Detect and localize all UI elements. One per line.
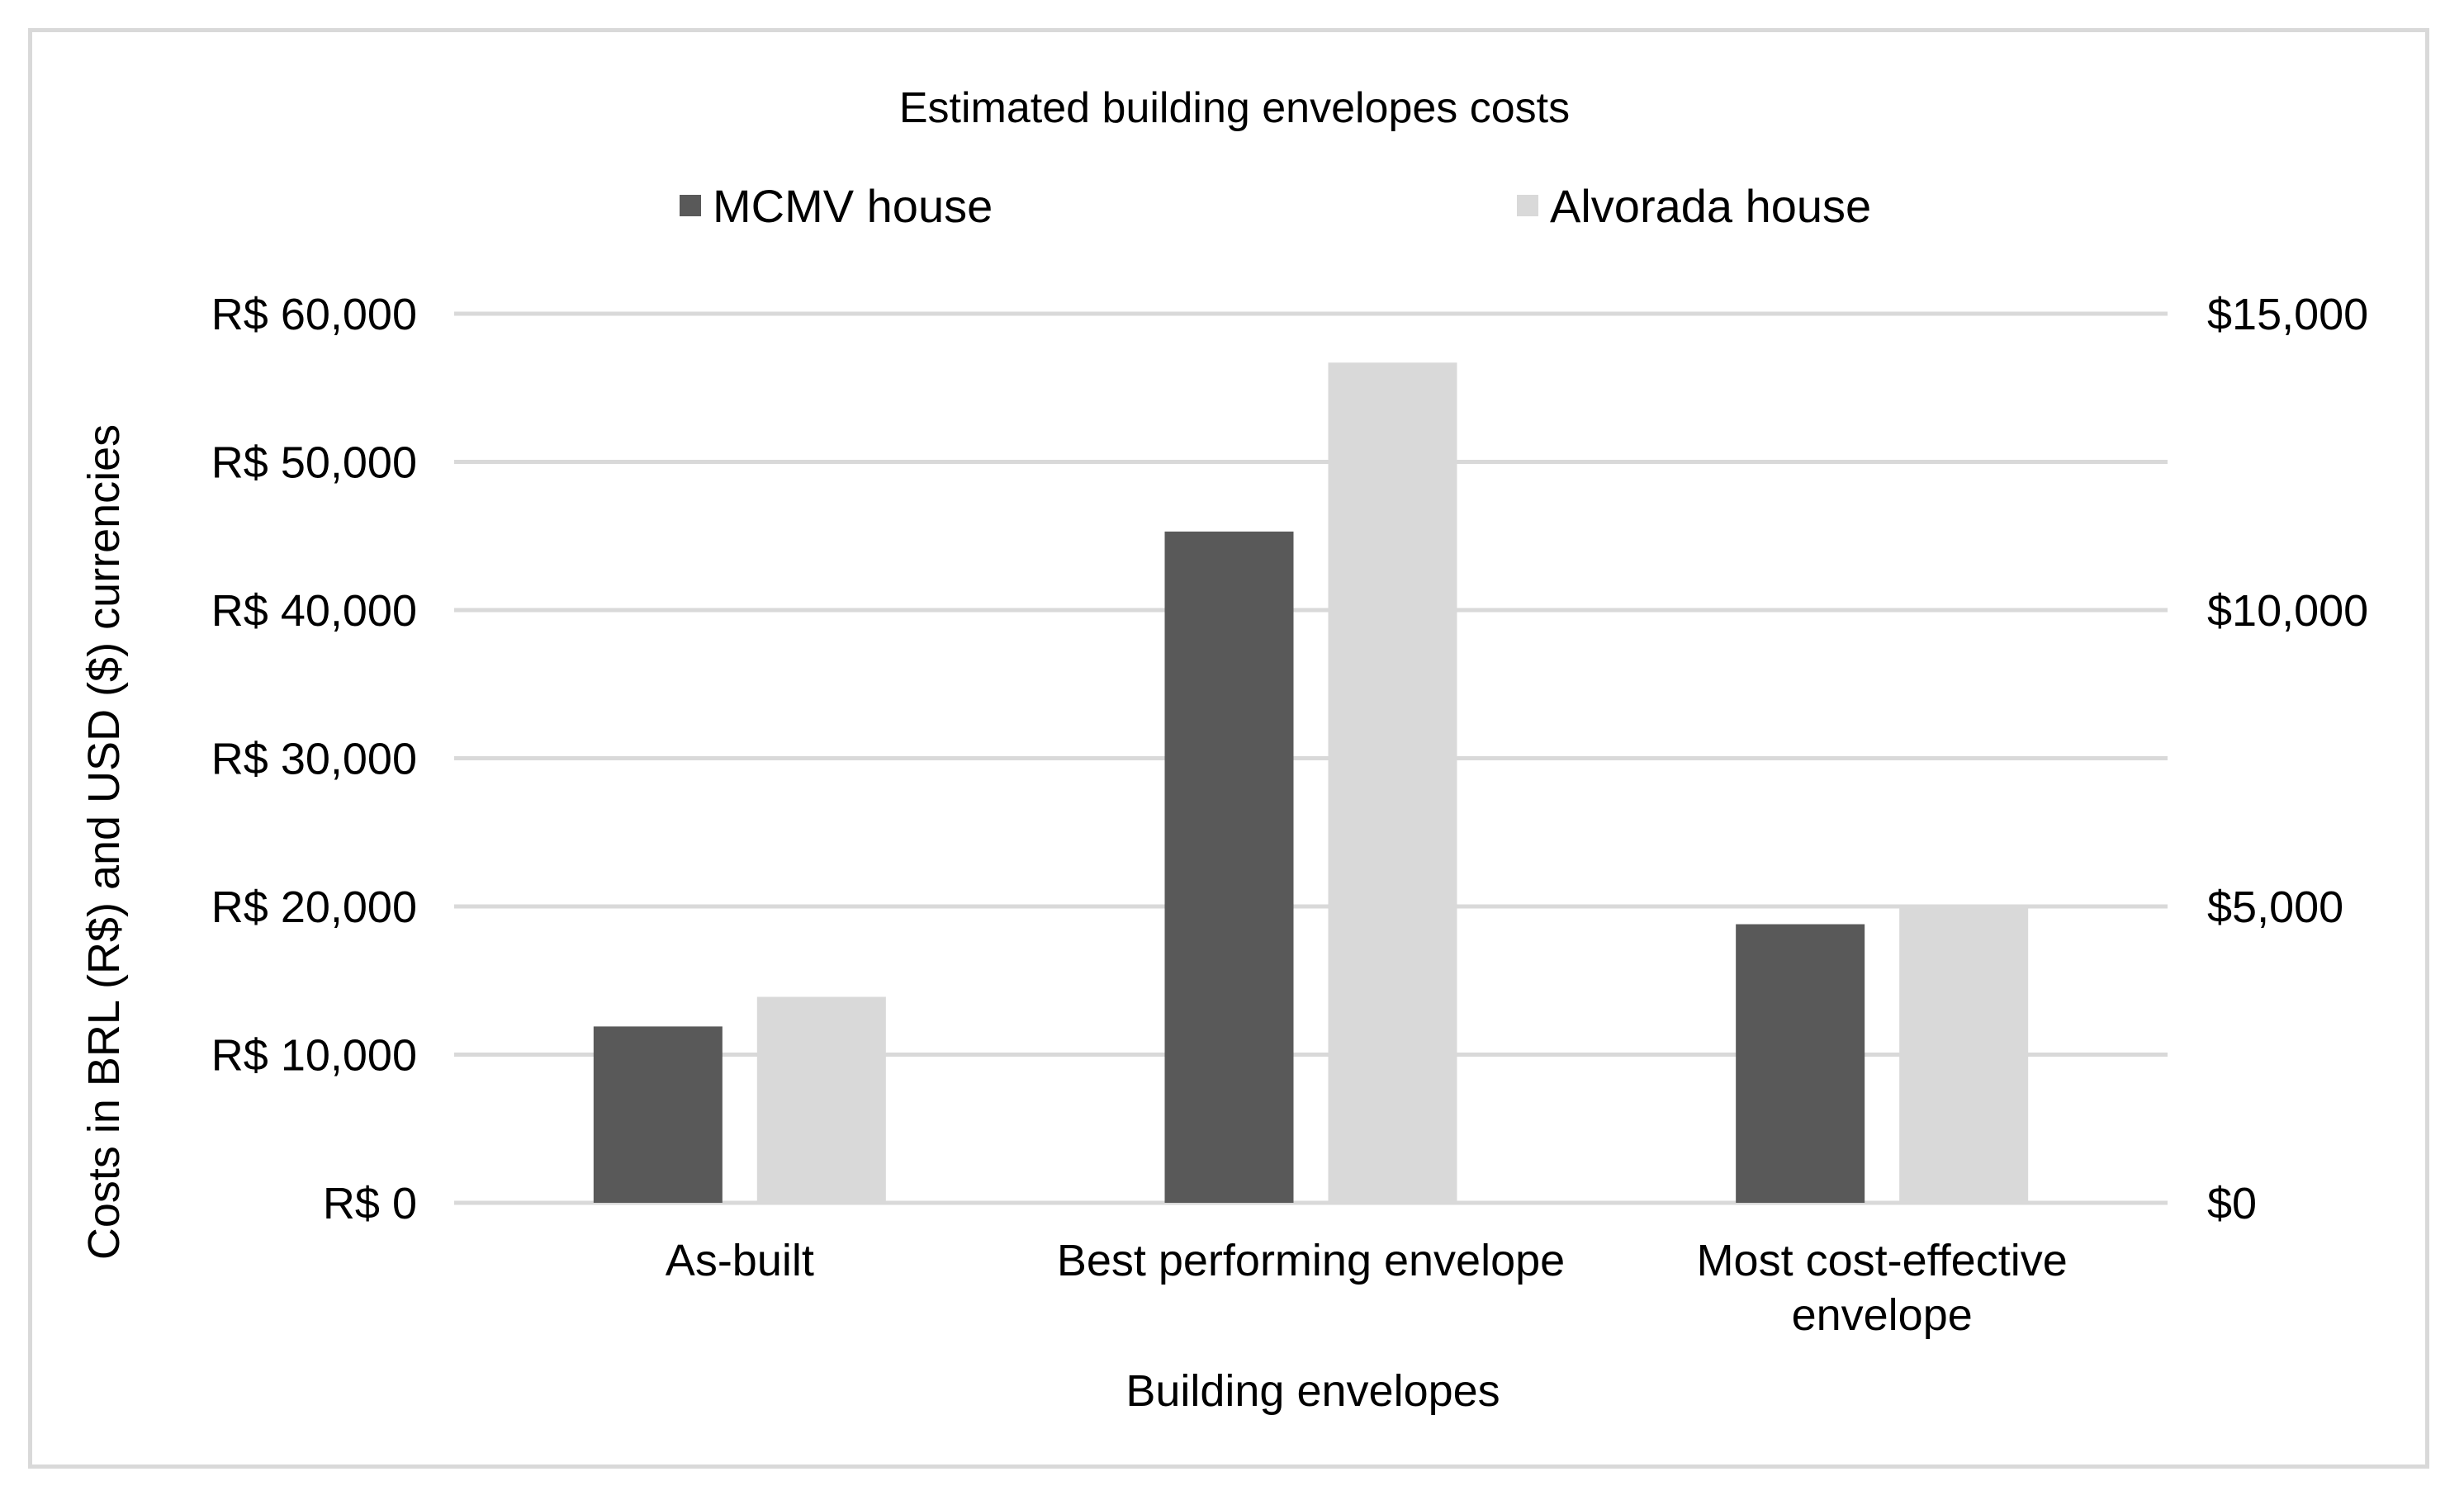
chart-title: Estimated building envelopes costs bbox=[899, 84, 1570, 132]
y-tick-label: R$ 0 bbox=[323, 1179, 417, 1228]
x-axis-categories: As-built Best performing envelope Most cos… bbox=[666, 1236, 2068, 1340]
chart-frame bbox=[28, 28, 2429, 1469]
y-tick-label: R$ 50,000 bbox=[211, 438, 417, 488]
y-axis-label: Costs in BRL (R$) and USD ($) currencies bbox=[79, 424, 129, 1260]
bar-mcmv bbox=[1736, 924, 1865, 1203]
legend-label: MCMV house bbox=[713, 180, 993, 232]
y-tick-label: R$ 30,000 bbox=[211, 735, 417, 784]
x-category-label: Best performing envelope bbox=[1057, 1236, 1565, 1285]
secondary-y-axis-ticks: $0 $5,000 $10,000 $15,000 bbox=[2207, 290, 2368, 1228]
y-tick-label: R$ 10,000 bbox=[211, 1031, 417, 1081]
bar-alvorada bbox=[1328, 362, 1457, 1203]
bars bbox=[593, 362, 2029, 1203]
x-category-label: Most cost-effective envelope bbox=[1697, 1236, 2068, 1340]
y2-tick-label: $5,000 bbox=[2207, 882, 2343, 932]
legend-label: Alvorada house bbox=[1550, 180, 1871, 232]
legend: MCMV house Alvorada house bbox=[680, 180, 1871, 232]
y2-tick-label: $0 bbox=[2207, 1179, 2257, 1228]
bar-alvorada bbox=[1899, 906, 2029, 1203]
gridlines bbox=[454, 311, 2168, 1205]
y-tick-label: R$ 60,000 bbox=[211, 290, 417, 339]
bar-mcmv bbox=[1164, 531, 1294, 1203]
legend-swatch bbox=[680, 195, 701, 216]
y-axis-ticks: R$ 0 R$ 10,000 R$ 20,000 R$ 30,000 R$ 40,000… bbox=[211, 290, 417, 1228]
bar-alvorada bbox=[756, 996, 886, 1203]
x-category-label: As-built bbox=[666, 1236, 814, 1285]
y-tick-label: R$ 40,000 bbox=[211, 586, 417, 636]
y-tick-label: R$ 20,000 bbox=[211, 882, 417, 932]
bar-mcmv bbox=[593, 1026, 723, 1203]
x-axis-label: Building envelopes bbox=[1125, 1366, 1500, 1416]
legend-swatch bbox=[1517, 195, 1538, 216]
y2-tick-label: $10,000 bbox=[2207, 586, 2368, 636]
y2-tick-label: $15,000 bbox=[2207, 290, 2368, 339]
